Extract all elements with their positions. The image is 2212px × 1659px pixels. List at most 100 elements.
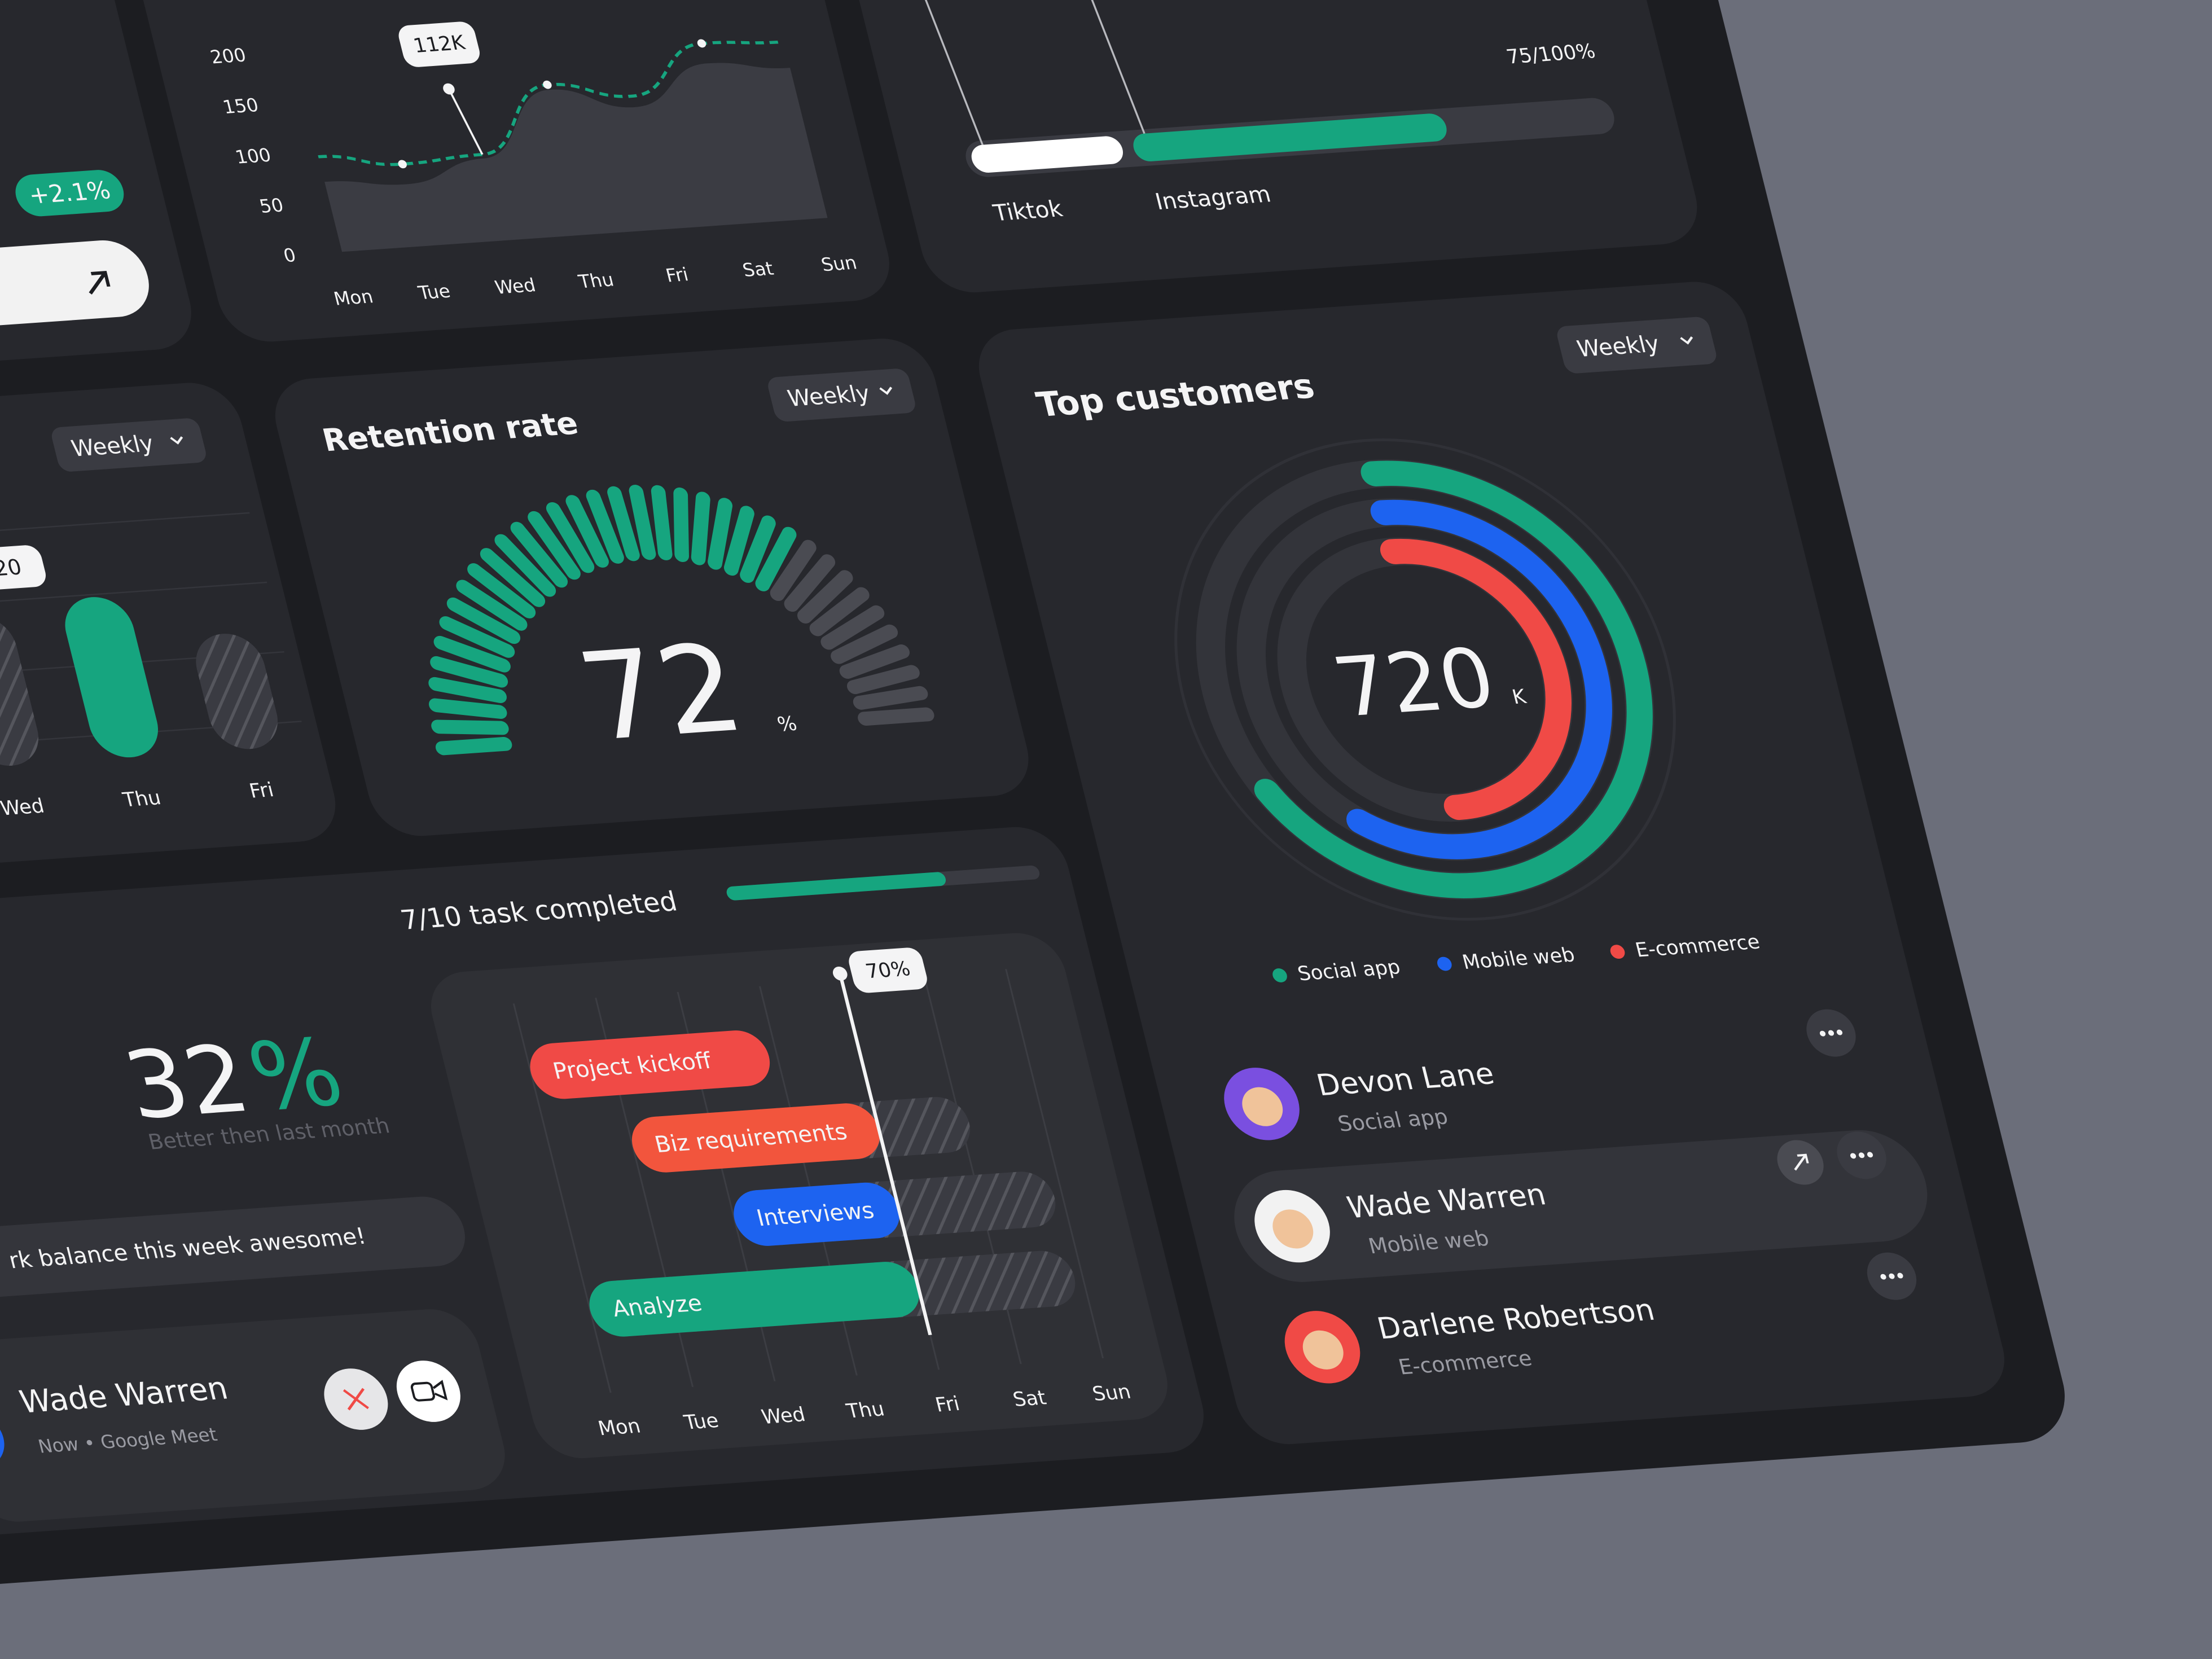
- dot: [1889, 1273, 1895, 1279]
- grid-line: [512, 1003, 612, 1393]
- task-label: Analyze: [609, 1290, 705, 1322]
- gauge-segment: [629, 485, 656, 560]
- bar: [196, 634, 278, 749]
- gauge-segment: [439, 616, 515, 658]
- x-tick-label: Sat: [740, 258, 776, 281]
- dot: [1828, 1030, 1834, 1036]
- dropdown-label: Weekly: [69, 431, 156, 462]
- open-button[interactable]: [1772, 1139, 1828, 1186]
- avatar-face: [1302, 1330, 1344, 1370]
- gauge-segment: [586, 489, 624, 564]
- annotation-pill: [398, 21, 480, 67]
- today-head: [832, 967, 848, 981]
- chevron: [879, 387, 893, 395]
- camera-lens: [432, 1380, 448, 1401]
- video-button[interactable]: [390, 1359, 467, 1424]
- y-tick-label: 200: [208, 45, 248, 68]
- today-pill: [849, 947, 927, 993]
- ring-arc: [1238, 499, 1612, 859]
- channel-bar: [971, 136, 1123, 173]
- legend-swatch: [1437, 956, 1452, 971]
- camera-icon: [410, 1381, 435, 1402]
- progress-fill: [726, 872, 946, 901]
- filter-dropdown[interactable]: Weekly: [50, 418, 209, 472]
- filter-dropdown[interactable]: Weekly: [1555, 316, 1718, 374]
- grid-line: [0, 512, 250, 541]
- gauge-segment: [528, 511, 581, 580]
- today-line: [838, 973, 932, 1335]
- x-tick-label: Tue: [415, 280, 453, 304]
- total-value: 720: [1325, 631, 1504, 736]
- gauge-segment: [510, 521, 568, 588]
- gauge-segment: [430, 656, 508, 688]
- gauge-segment: [708, 498, 733, 570]
- avatar-face: [1242, 1087, 1283, 1126]
- x-tick-label: Wed: [759, 1403, 807, 1429]
- filter-dropdown[interactable]: Weekly: [766, 368, 918, 422]
- gauge-segment: [673, 487, 689, 562]
- gauge-segment: [755, 526, 797, 591]
- gauge-segment: [456, 580, 528, 631]
- grid-line: [1005, 969, 1104, 1359]
- decline-button[interactable]: [318, 1367, 395, 1432]
- x-tick-label: Sat: [1011, 1386, 1048, 1411]
- annotation: 112K: [411, 31, 468, 57]
- y-tick-label: 50: [257, 195, 286, 217]
- dropdown-bg: [1557, 317, 1717, 374]
- legend-swatch: [1610, 945, 1625, 959]
- dot: [1880, 1274, 1886, 1280]
- legend-swatch: [1272, 968, 1287, 982]
- button-bg: [0, 240, 149, 337]
- x-tick-label: Mon: [596, 1415, 643, 1440]
- x-tick-label: Wed: [493, 274, 538, 298]
- gauge-segment: [607, 486, 640, 561]
- more-button[interactable]: [1801, 1008, 1861, 1059]
- arrow-icon: [89, 271, 111, 295]
- more-button[interactable]: [1832, 1130, 1891, 1181]
- gauge-fill: [428, 485, 797, 756]
- chevron: [170, 436, 183, 445]
- close-icon: [343, 1388, 369, 1411]
- open-button[interactable]: [0, 238, 157, 339]
- dot: [1836, 1029, 1843, 1035]
- dropdown-bg: [51, 418, 206, 472]
- task-bar: [589, 1262, 920, 1337]
- gauge-segment: [565, 495, 609, 568]
- area: [324, 63, 828, 252]
- dot: [1897, 1272, 1903, 1279]
- gauge-segment: [839, 644, 910, 679]
- chevron: [1680, 336, 1693, 345]
- gauge-segment: [797, 570, 853, 624]
- bar: [0, 615, 39, 766]
- call-card: [0, 1309, 505, 1522]
- point: [398, 160, 407, 169]
- row-highlight: [1234, 1130, 1928, 1282]
- dropdown-label: Weekly: [785, 380, 872, 412]
- dot: [1819, 1030, 1826, 1037]
- point: [543, 80, 552, 89]
- gauge-segment: [784, 554, 836, 612]
- change-pill: [15, 170, 124, 217]
- x-tick-label: Thu: [120, 787, 164, 812]
- more-button[interactable]: [1862, 1251, 1922, 1302]
- change-label: +2.1%: [26, 177, 113, 210]
- grid-line: [0, 581, 267, 611]
- dot: [1858, 1152, 1865, 1158]
- y-tick-label: 100: [233, 144, 273, 168]
- gauge-segment: [846, 665, 920, 695]
- dropdown-label: Weekly: [1574, 331, 1662, 362]
- gauge-value: 72: [567, 618, 755, 768]
- gauge-segment: [820, 605, 885, 650]
- gauge-segment: [494, 534, 556, 597]
- y-tick-label: 150: [221, 94, 261, 117]
- gauge-segment: [480, 548, 546, 607]
